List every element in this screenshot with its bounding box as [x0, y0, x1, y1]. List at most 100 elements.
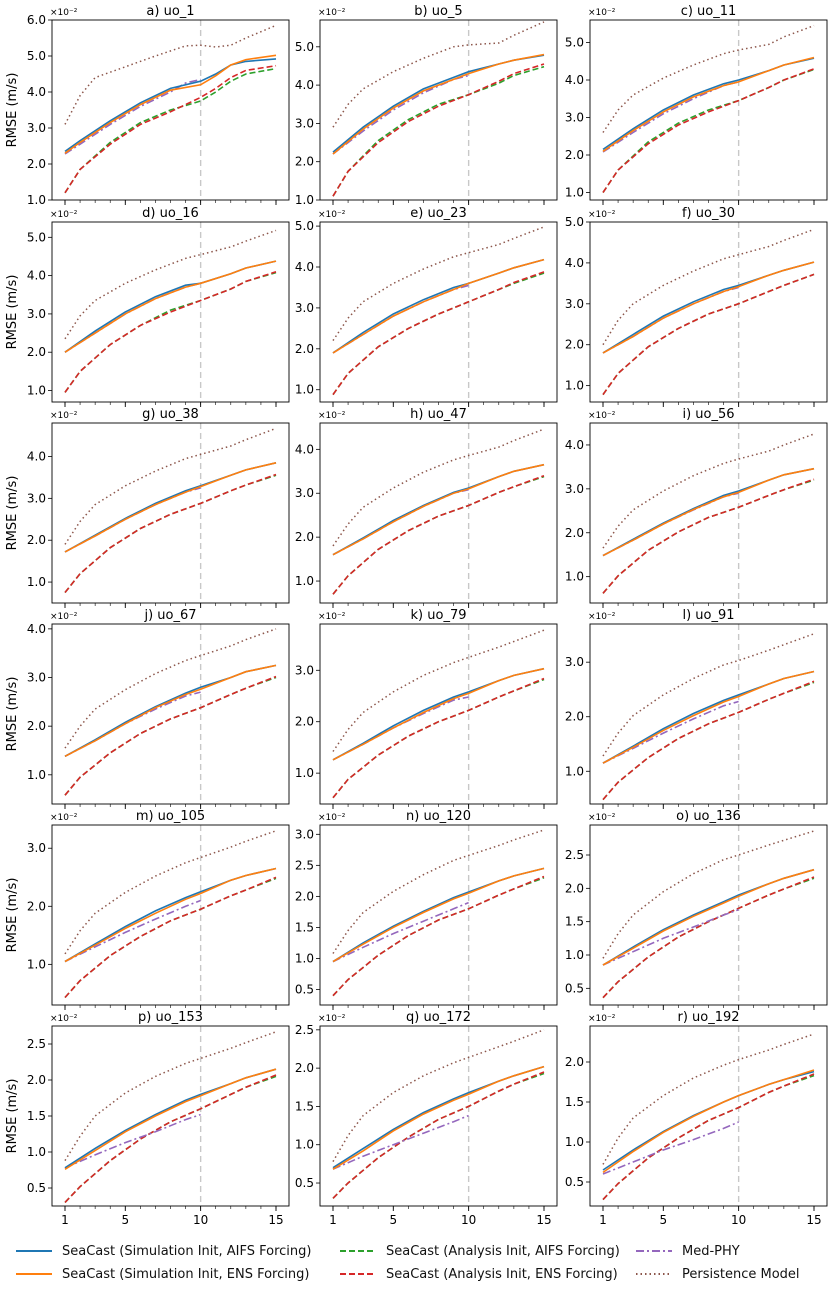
- panel-title: m) uo_105: [136, 809, 205, 824]
- series-line-ana_ens: [64, 473, 277, 594]
- series-line-ana_ens: [602, 68, 815, 193]
- y-tick-label: 1.0: [295, 1138, 314, 1152]
- y-tick-label: 3.0: [565, 655, 584, 669]
- series-line-medphy: [602, 81, 739, 153]
- panel-17: r) uo_192×10⁻²0.51.01.52.0151015Lead tim…: [565, 1010, 828, 1226]
- panel-title: a) uo_1: [146, 4, 194, 19]
- y-tick-label: 4.0: [27, 622, 46, 636]
- legend-label: Persistence Model: [682, 1266, 800, 1282]
- y-tick-label: 3.0: [27, 671, 46, 685]
- series-line-ana_aifs: [64, 877, 277, 999]
- y-tick-label: 3.0: [27, 307, 46, 321]
- series-line-sim_ens: [332, 258, 545, 354]
- y-tick-label: 3.0: [295, 301, 314, 315]
- legend-label: SeaCast (Analysis Init, AIFS Forcing): [386, 1243, 620, 1259]
- series-line-medphy: [602, 700, 739, 764]
- y-multiplier: ×10⁻²: [318, 1014, 346, 1024]
- panel-title: l) uo_91: [682, 608, 734, 623]
- y-tick-label: 2.0: [27, 157, 46, 171]
- series-line-persist: [602, 1033, 815, 1165]
- series-line-sim_ens: [64, 260, 277, 353]
- legend-item-sim-aifs: SeaCast (Simulation Init, AIFS Forcing): [16, 1240, 311, 1262]
- panel-title: n) uo_120: [406, 809, 471, 824]
- y-axis-label: RMSE (m/s): [5, 73, 20, 148]
- series-line-sim_aifs: [64, 462, 277, 553]
- x-tick-label: 10: [731, 1213, 746, 1226]
- y-tick-label: 1.5: [565, 915, 584, 929]
- series-line-ana_ens: [64, 1074, 277, 1203]
- x-tick-label: 5: [659, 1213, 667, 1226]
- series-line-ana_aifs: [332, 475, 545, 595]
- panel-13: n) uo_120 ×10⁻² 0.5 1.0 1.5 2.0 2.5 3.0: [295, 809, 558, 1010]
- y-multiplier: ×10⁻²: [50, 411, 78, 421]
- legend-item-sim-ens: SeaCast (Simulation Init, ENS Forcing): [16, 1263, 309, 1285]
- series-line-sim_ens: [602, 868, 815, 966]
- panel-title: i) uo_56: [682, 407, 734, 422]
- panel-3: d) uo_16 ×10⁻² 1.0 2.0 3.0 4.0 5.0 RMSE (m/s): [5, 206, 290, 407]
- series-line-sim_ens: [602, 670, 815, 764]
- x-tick-label: 10: [461, 1213, 476, 1226]
- legend-item-medphy: Med-PHY: [636, 1240, 740, 1262]
- panel-5: f) uo_30 ×10⁻² 1.0 2.0 3.0 4.0 5.0: [565, 206, 828, 407]
- series-line-sim_ens: [602, 261, 815, 354]
- legend-swatch-purple-dashdot: [636, 1250, 672, 1252]
- y-axis-label: RMSE (m/s): [5, 275, 20, 350]
- panel-10: k) uo_79 ×10⁻² 1.0 2.0 3.0: [295, 608, 558, 809]
- panel-title: p) uo_153: [138, 1010, 203, 1025]
- series-line-medphy: [332, 1114, 469, 1170]
- series-line-sim_ens: [64, 54, 277, 154]
- series-line-medphy: [602, 1121, 739, 1175]
- legend-swatch-brown-dotted: [636, 1273, 672, 1275]
- y-tick-label: 1.0: [295, 574, 314, 588]
- series-line-sim_ens: [602, 1069, 815, 1174]
- series-line-sim_aifs: [332, 463, 545, 556]
- series-line-sim_aifs: [332, 258, 545, 354]
- series-line-ana_aifs: [332, 65, 545, 197]
- y-tick-label: 2.0: [565, 881, 584, 895]
- y-tick-label: 0.5: [565, 981, 584, 995]
- series-line-persist: [332, 1029, 545, 1162]
- y-multiplier: ×10⁻²: [588, 1014, 616, 1024]
- legend-swatch-green-dashed: [340, 1250, 376, 1252]
- panel-title: e) uo_23: [410, 206, 466, 221]
- plot-frame: [51, 19, 290, 201]
- y-tick-label: 2.0: [295, 715, 314, 729]
- y-tick-label: 4.0: [565, 256, 584, 270]
- series-line-sim_ens: [332, 667, 545, 761]
- series-line-sim_aifs: [602, 1070, 815, 1171]
- y-tick-label: 1.0: [27, 1145, 46, 1159]
- panel-6: g) uo_38 ×10⁻² 1.0 2.0 3.0 4.0 RMSE (m/s): [5, 407, 290, 608]
- x-tick-label: 5: [389, 1213, 397, 1226]
- y-tick-label: 4.0: [565, 438, 584, 452]
- y-tick-label: 6.0: [27, 13, 46, 27]
- x-tick-label: 1: [599, 1213, 607, 1226]
- y-tick-label: 5.0: [565, 36, 584, 50]
- plot-frame: [319, 1025, 558, 1207]
- panel-title: h) uo_47: [410, 407, 467, 422]
- plot-frame: [51, 422, 290, 604]
- series-line-sim_ens: [64, 1068, 277, 1170]
- plot-frame: [589, 422, 828, 604]
- y-tick-label: 1.0: [295, 951, 314, 965]
- y-tick-label: 3.0: [565, 297, 584, 311]
- y-multiplier: ×10⁻²: [50, 1014, 78, 1024]
- y-tick-label: 2.0: [565, 148, 584, 162]
- panel-title: k) uo_79: [411, 608, 467, 623]
- y-tick-label: 2.0: [565, 338, 584, 352]
- panel-0: a) uo_1 ×10⁻² 1.0 2.0 3.0 4.0 5.0 6.0 RMSE (m/s): [5, 4, 290, 207]
- y-multiplier: ×10⁻²: [588, 8, 616, 18]
- series-line-persist: [602, 830, 815, 959]
- y-multiplier: ×10⁻²: [50, 8, 78, 18]
- y-tick-label: 3.0: [27, 841, 46, 855]
- y-tick-label: 5.0: [27, 230, 46, 244]
- series-line-sim_ens: [602, 56, 815, 152]
- series-line-ana_ens: [64, 675, 277, 796]
- series-line-medphy: [602, 908, 739, 966]
- series-line-ana_ens: [332, 875, 545, 997]
- legend-item-ana-aifs: SeaCast (Analysis Init, AIFS Forcing): [340, 1240, 620, 1262]
- y-axis-label: RMSE (m/s): [5, 677, 20, 752]
- y-tick-label: 2.0: [27, 719, 46, 733]
- legend-label: SeaCast (Simulation Init, ENS Forcing): [62, 1266, 310, 1282]
- plot-frame: [589, 623, 828, 805]
- y-multiplier: ×10⁻²: [50, 813, 78, 823]
